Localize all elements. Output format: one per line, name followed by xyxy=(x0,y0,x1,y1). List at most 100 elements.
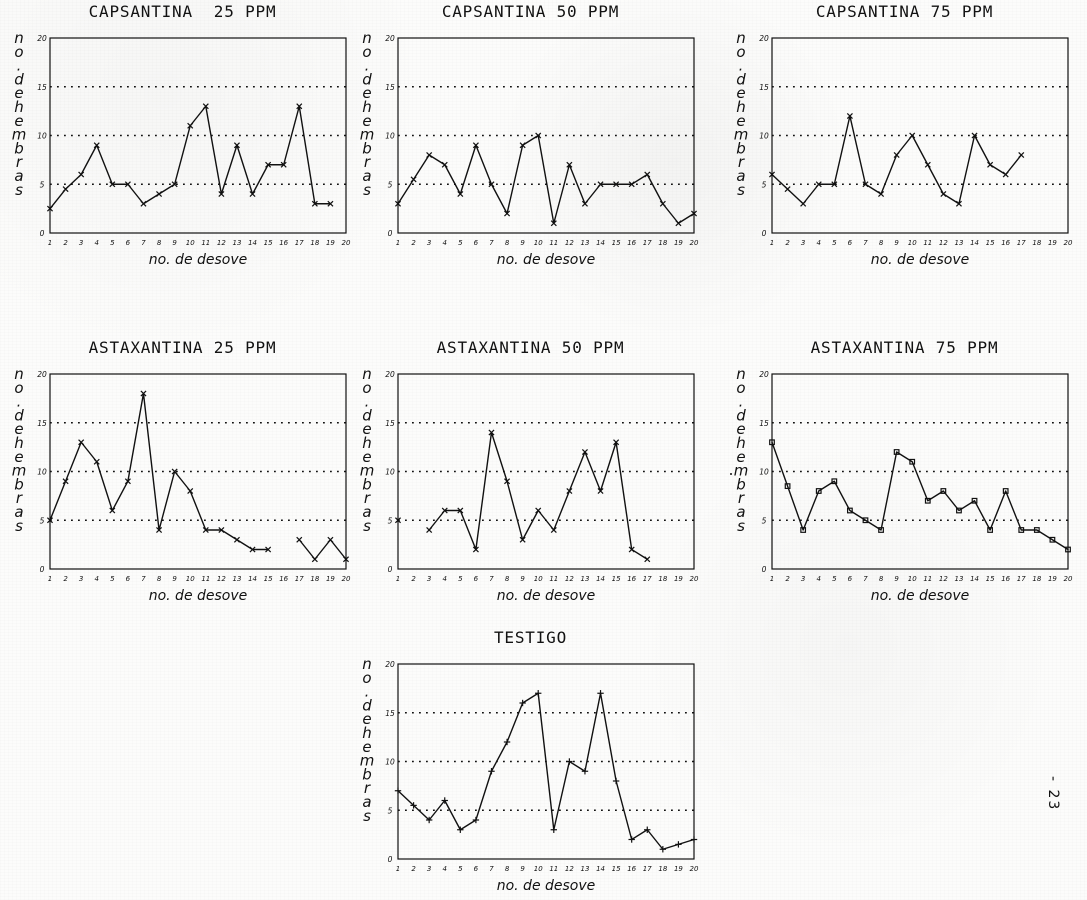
x-axis-label: no. de desove xyxy=(497,878,596,894)
y-axis-label-letter: o xyxy=(362,379,371,397)
y-axis-label-letter: b xyxy=(14,475,24,493)
y-axis-label-letter: d xyxy=(736,70,746,88)
y-axis-label-letter: n xyxy=(736,365,746,383)
y-axis-label-letter: d xyxy=(362,696,372,714)
data-point-marker xyxy=(280,161,287,168)
x-tick-label: 1 xyxy=(396,575,400,583)
data-point-marker xyxy=(924,497,931,504)
data-point-marker xyxy=(862,517,869,524)
y-axis-label-letter: . xyxy=(365,57,370,75)
y-tick-labels: 0 5 10 15 20 xyxy=(37,34,47,238)
data-point-marker xyxy=(769,439,775,446)
y-axis-label-letter: . xyxy=(17,393,22,411)
y-axis-label-letter: a xyxy=(362,503,371,521)
y-axis-label-letter: o xyxy=(14,43,23,61)
y-tick-label: 10 xyxy=(385,132,395,141)
x-tick-label: 5 xyxy=(832,239,837,247)
grid-lines xyxy=(772,85,1068,186)
data-point-marker xyxy=(140,390,147,397)
data-point-marker xyxy=(909,458,916,465)
x-tick-label: 8 xyxy=(505,865,510,873)
y-axis-label-letter: . xyxy=(365,393,370,411)
x-tick-label: 4 xyxy=(95,575,99,583)
data-point-marker xyxy=(659,200,666,207)
y-tick-label: 5 xyxy=(388,806,393,815)
x-tick-label: 18 xyxy=(658,575,667,583)
data-point-marker xyxy=(581,448,588,456)
y-axis-label-letter: e xyxy=(736,448,745,466)
y-axis-label-letter: a xyxy=(362,793,371,811)
y-axis-label-letter: n xyxy=(362,365,372,383)
y-axis-label-letter: o xyxy=(14,379,23,397)
chart-panel-capsantina-75: CAPSANTINA 75 PPM 0 5 10 15 20 1 2 3 4 5 6 7 8 9 10 11 1… xyxy=(732,2,1077,268)
data-point-marker xyxy=(202,103,209,110)
data-point-marker xyxy=(62,478,69,485)
y-axis-label-letter: e xyxy=(14,84,23,102)
data-point-marker xyxy=(535,507,542,514)
chart-title: TESTIGO xyxy=(493,628,568,647)
x-axis-label: no. de desove xyxy=(497,252,596,268)
x-tick-label: 20 xyxy=(342,239,351,247)
data-point-marker xyxy=(987,527,994,533)
data-point-marker xyxy=(124,478,131,485)
x-tick-label: 15 xyxy=(612,575,621,583)
data-point-marker xyxy=(893,151,900,159)
data-point-marker xyxy=(394,517,402,524)
y-axis-label-letter: a xyxy=(14,167,23,185)
data-point-marker xyxy=(472,816,480,824)
data-point-marker xyxy=(628,181,635,188)
series-line xyxy=(428,431,648,560)
y-axis-label-letter: r xyxy=(364,489,371,507)
x-tick-label: 1 xyxy=(396,239,400,247)
x-tick-label: 8 xyxy=(505,575,510,583)
data-point-marker xyxy=(78,171,85,178)
y-axis-label-letter: s xyxy=(737,517,745,535)
data-point-marker xyxy=(503,738,511,746)
data-point-marker xyxy=(768,171,776,178)
y-tick-label: 5 xyxy=(762,516,767,525)
x-tick-label: 10 xyxy=(186,239,195,247)
x-tick-label: 19 xyxy=(326,575,335,583)
data-point-marker xyxy=(659,846,667,853)
y-axis-label-letter: m xyxy=(360,126,375,144)
x-tick-labels: 1 2 3 4 5 6 7 8 9 10 11 12 13 14 15 16 17 18 19 20 xyxy=(396,575,699,583)
x-tick-label: 1 xyxy=(770,575,774,583)
x-tick-label: 19 xyxy=(674,239,683,247)
x-tick-label: 1 xyxy=(770,239,774,247)
chart-panel-capsantina-50: CAPSANTINA 50 PPM 0 5 10 15 20 1 2 3 4 5 6 7 8 9 10 11 1… xyxy=(358,2,703,268)
chart-title: ASTAXANTINA 75 PPM xyxy=(810,338,999,357)
data-point-marker xyxy=(265,546,272,553)
x-tick-label: 6 xyxy=(126,239,131,247)
x-tick-label: 19 xyxy=(674,575,683,583)
y-axis-label-letter: a xyxy=(14,503,23,521)
y-tick-label: 0 xyxy=(40,229,45,238)
data-point-marker xyxy=(644,171,651,178)
data-point-marker xyxy=(410,802,417,809)
x-tick-labels: 1 2 3 4 5 6 7 8 9 10 11 12 13 14 15 16 17 18 19 20 xyxy=(396,865,699,873)
y-axis-label-letter: s xyxy=(363,807,371,825)
data-point-marker xyxy=(566,161,573,168)
x-tick-label: 20 xyxy=(1064,575,1073,583)
x-tick-label: 2 xyxy=(785,239,790,247)
data-point-marker xyxy=(1002,171,1009,178)
x-tick-label: 14 xyxy=(596,575,605,583)
y-tick-label: 0 xyxy=(388,229,393,238)
x-tick-label: 10 xyxy=(534,865,543,873)
x-tick-label: 9 xyxy=(520,239,525,247)
series-group xyxy=(46,103,334,212)
data-point-marker xyxy=(690,210,698,217)
data-point-marker xyxy=(784,186,791,193)
y-axis-label-letter: b xyxy=(362,765,372,783)
data-point-marker xyxy=(862,181,869,188)
data-point-marker xyxy=(800,200,807,207)
series-line xyxy=(771,115,1022,205)
data-point-marker xyxy=(472,546,479,553)
data-point-marker xyxy=(675,220,682,227)
chart-panel-astaxantina-25: ASTAXANTINA 25 PPM 0 5 10 15 20 1 2 3 4 5 6 7 8 9 10 11… xyxy=(10,338,355,604)
x-tick-label: 7 xyxy=(863,239,868,247)
x-tick-labels: 1 2 3 4 5 6 7 8 9 10 11 12 13 14 15 16 17 18 19 20 xyxy=(396,239,699,247)
x-tick-label: 11 xyxy=(201,575,210,583)
